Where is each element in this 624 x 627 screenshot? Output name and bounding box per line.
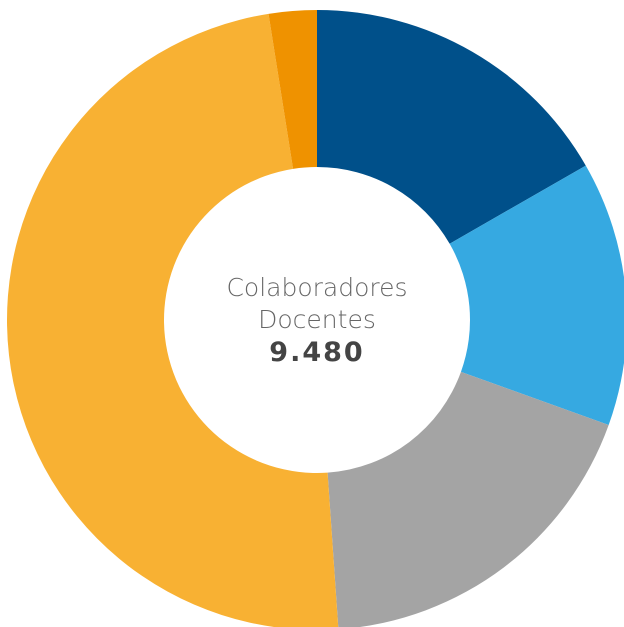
center-value: 9.480 xyxy=(269,337,365,368)
center-label: Colaboradores Docentes 9.480 xyxy=(197,272,437,370)
donut-slice xyxy=(327,371,609,627)
donut-slice xyxy=(449,165,624,426)
donut-slice xyxy=(7,13,339,627)
donut-slice xyxy=(268,10,317,169)
center-title: Colaboradores Docentes xyxy=(226,273,408,334)
donut-slice xyxy=(317,10,586,244)
